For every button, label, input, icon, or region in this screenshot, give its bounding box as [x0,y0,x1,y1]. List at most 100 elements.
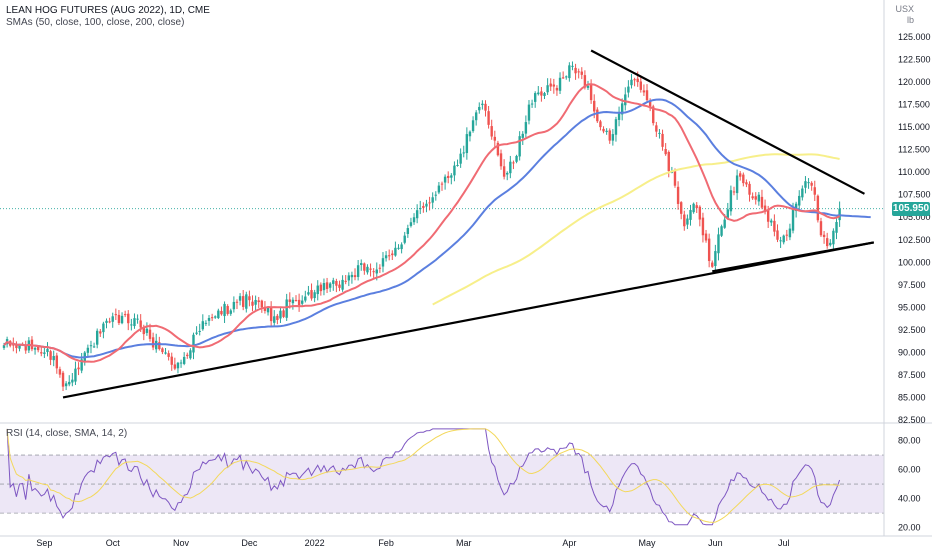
last-price-badge: 105.950 [892,201,930,216]
candle-body [478,106,481,111]
candle-body [630,79,633,86]
candle-body [74,368,77,382]
candle-body [366,266,369,273]
candle-body [611,134,615,141]
candle-body [642,90,646,93]
candle-body [409,222,413,226]
candle-body [251,301,254,306]
candle-body [735,175,739,194]
candle-body [751,196,754,199]
candle-body [565,76,568,78]
candle-body [599,121,602,128]
candle-body [574,67,577,74]
candle-body [145,328,149,333]
candle-body [540,91,543,96]
candle-body [338,284,341,288]
candle-body [105,320,108,323]
candle-body [667,151,670,172]
candle-body [363,263,366,271]
candle-body [58,369,62,375]
candle-body [655,125,658,132]
candle-body [428,202,431,204]
rsi-legend: RSI (14, close, SMA, 14, 2) [6,428,128,439]
candle-body [220,310,223,315]
rsi-series [6,428,841,526]
candle-body [527,104,531,121]
candle-body [487,111,490,125]
candle-body [46,349,49,353]
candle-body [807,182,810,184]
candle-body [406,228,410,234]
candle-body [770,220,773,223]
candle-body [614,119,618,135]
candle-body [372,271,375,273]
candle-body [117,314,121,324]
candle-body [260,300,264,308]
candle-body [437,185,441,193]
candle-body [223,303,226,317]
price-tick-label: 97.500 [898,280,926,290]
candle-body [766,209,770,222]
candle-body [282,310,285,317]
candle-body [499,153,503,167]
rsi-overbought-oversold-band [0,454,884,514]
candle-body [515,155,518,162]
candle-body [52,356,55,361]
price-tick-label: 92.500 [898,325,926,335]
candle-body [776,230,779,240]
candle-body [217,310,220,319]
candle-body [692,203,695,213]
moving-averages [3,83,871,363]
candle-body [412,217,416,223]
candle-body [64,383,68,387]
candle-body [804,181,807,188]
candle-body [474,112,478,121]
candle-body [316,285,319,295]
candle-body [108,321,111,323]
candle-body [335,281,338,286]
price-tick-label: 122.500 [898,55,931,65]
candle-body [12,344,15,346]
candle-body [745,182,748,185]
candle-body [369,268,372,270]
candle-body [571,65,574,67]
time-tick-label: Apr [562,538,576,548]
candle-body [68,381,71,385]
time-tick-label: Mar [456,538,472,548]
candle-body [490,126,493,137]
candle-body [341,279,344,290]
candle-body [459,153,462,164]
candle-body [462,152,465,154]
candle-body [179,362,183,364]
candle-body [443,176,447,183]
candle-body [266,307,270,313]
candle-body [241,296,245,307]
candle-body [549,83,552,87]
sma-legend: SMAs (50, close, 100, close, 200, close) [6,17,185,28]
candle-body [170,356,173,365]
sma200-line [432,153,840,306]
price-tick-label: 110.000 [898,167,930,177]
candle-body [332,280,335,284]
trendline-1 [590,49,865,195]
candle-body [24,346,27,351]
candle-body [757,194,761,202]
candle-body [586,85,590,88]
candle-body [36,346,40,351]
candle-body [276,315,279,320]
candle-body [829,242,832,246]
candle-body [226,306,229,314]
candle-body [704,233,708,241]
candle-body [89,345,93,347]
candle-body [127,313,130,324]
candle-body [791,208,795,231]
candle-body [235,301,239,303]
candle-body [210,317,214,319]
candle-body [518,136,521,157]
candle-body [589,84,593,101]
candle-body [661,133,664,147]
candle-body [608,130,611,141]
candle-body [832,230,835,245]
